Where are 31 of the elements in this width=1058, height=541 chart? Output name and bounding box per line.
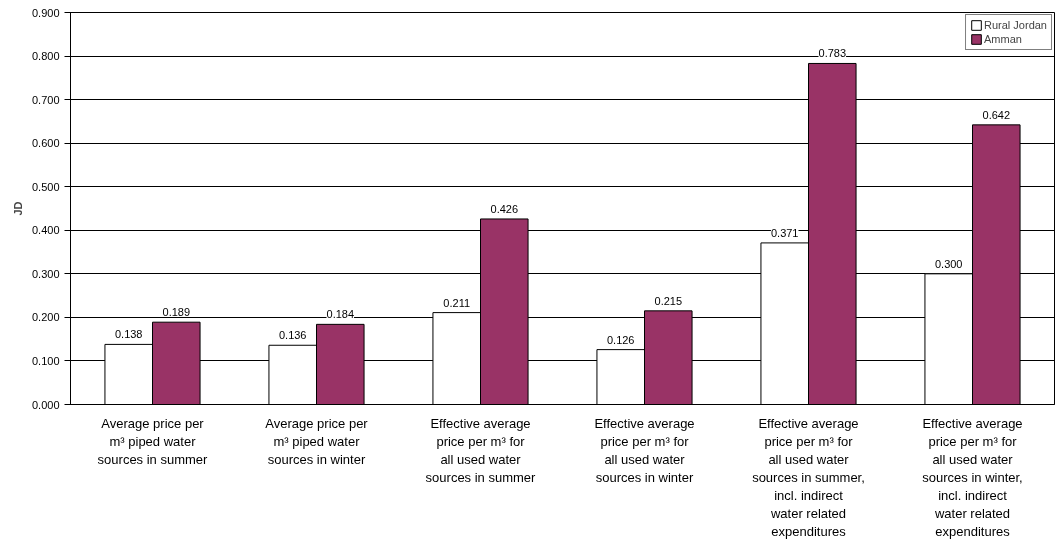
y-tick-label: 0.600 bbox=[31, 137, 60, 150]
data-label: 0.783 bbox=[818, 47, 847, 60]
legend-label: Amman bbox=[984, 33, 1022, 45]
data-label: 0.126 bbox=[606, 333, 635, 346]
data-label: 0.300 bbox=[934, 257, 963, 270]
x-tick-label: Average price per m³ piped water sources in summer bbox=[97, 415, 209, 467]
x-tick-label: Effective average price per m³ for all used water sources in winter bbox=[594, 415, 695, 485]
data-label: 0.136 bbox=[278, 329, 307, 342]
data-label: 0.211 bbox=[443, 296, 471, 309]
y-tick-label: 0.900 bbox=[31, 6, 60, 19]
x-tick-label: Average price per m³ piped water sources in winter bbox=[265, 415, 369, 467]
y-tick-label: 0.200 bbox=[31, 311, 60, 324]
x-tick-label: Effective average price per m³ for all used water sources in summer, incl. indirect water related expenditures bbox=[752, 415, 865, 539]
data-label: 0.371 bbox=[770, 226, 799, 239]
y-tick-label: 0.700 bbox=[31, 93, 60, 106]
data-label: 0.184 bbox=[326, 308, 355, 321]
y-tick-label: 0.400 bbox=[31, 224, 60, 237]
data-label: 0.215 bbox=[654, 294, 683, 307]
data-label: 0.138 bbox=[114, 328, 143, 341]
y-tick-label: 0.000 bbox=[31, 398, 60, 411]
data-label: 0.642 bbox=[982, 108, 1011, 121]
y-tick-label: 0.300 bbox=[31, 267, 60, 280]
legend-label: Rural Jordan bbox=[984, 19, 1047, 31]
y-tick-label: 0.500 bbox=[31, 180, 60, 193]
y-tick-label: 0.800 bbox=[31, 50, 60, 63]
x-tick-label: Effective average price per m³ for all used water sources in winter, incl. indirect water related expenditures bbox=[922, 415, 1023, 539]
y-tick-label: 0.100 bbox=[31, 354, 60, 367]
data-label: 0.189 bbox=[162, 306, 191, 319]
x-tick-label: Effective average price per m³ for all used water sources in summer bbox=[425, 415, 537, 485]
y-axis-title: JD bbox=[11, 201, 24, 216]
data-label: 0.426 bbox=[490, 202, 519, 215]
